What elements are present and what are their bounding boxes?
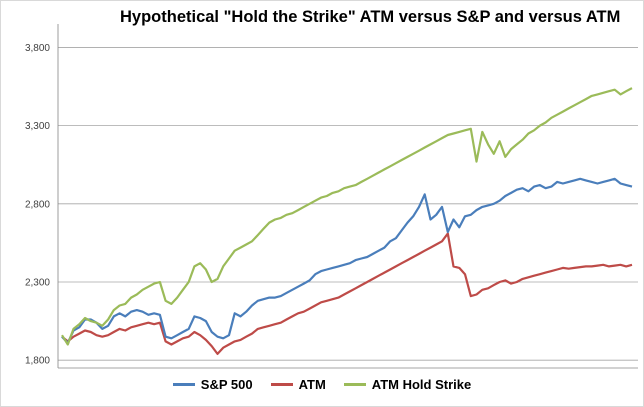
y-tick-label: 3,800 (25, 43, 50, 54)
legend-item-sp500: S&P 500 (172, 376, 253, 392)
series-line-atm-hold-strike (61, 87, 633, 346)
series-line-atm (61, 232, 633, 355)
y-tick-label: 3,300 (25, 121, 50, 132)
legend-swatch-atm-hold-strike (343, 382, 366, 386)
y-axis: 1,800 2,300 2,800 3,300 3,800 (25, 24, 638, 369)
series-lines (61, 87, 633, 355)
y-tick-label: 1,800 (25, 356, 50, 367)
series-line-s-p-500 (61, 177, 633, 345)
legend-swatch-sp500 (172, 382, 195, 386)
legend-label-atm-hold-strike: ATM Hold Strike (371, 376, 472, 392)
legend: S&P 500 ATM ATM Hold Strike (0, 374, 644, 394)
y-tick-label: 2,800 (25, 199, 50, 210)
y-tick-label: 2,300 (25, 278, 50, 289)
legend-label-atm: ATM (298, 376, 326, 392)
legend-swatch-atm (270, 382, 293, 386)
chart-title: Hypothetical "Hold the Strike" ATM versu… (120, 8, 621, 26)
legend-label-sp500: S&P 500 (200, 376, 253, 392)
legend-item-atm: ATM (270, 376, 326, 392)
legend-item-atm-hold-strike: ATM Hold Strike (343, 376, 472, 392)
